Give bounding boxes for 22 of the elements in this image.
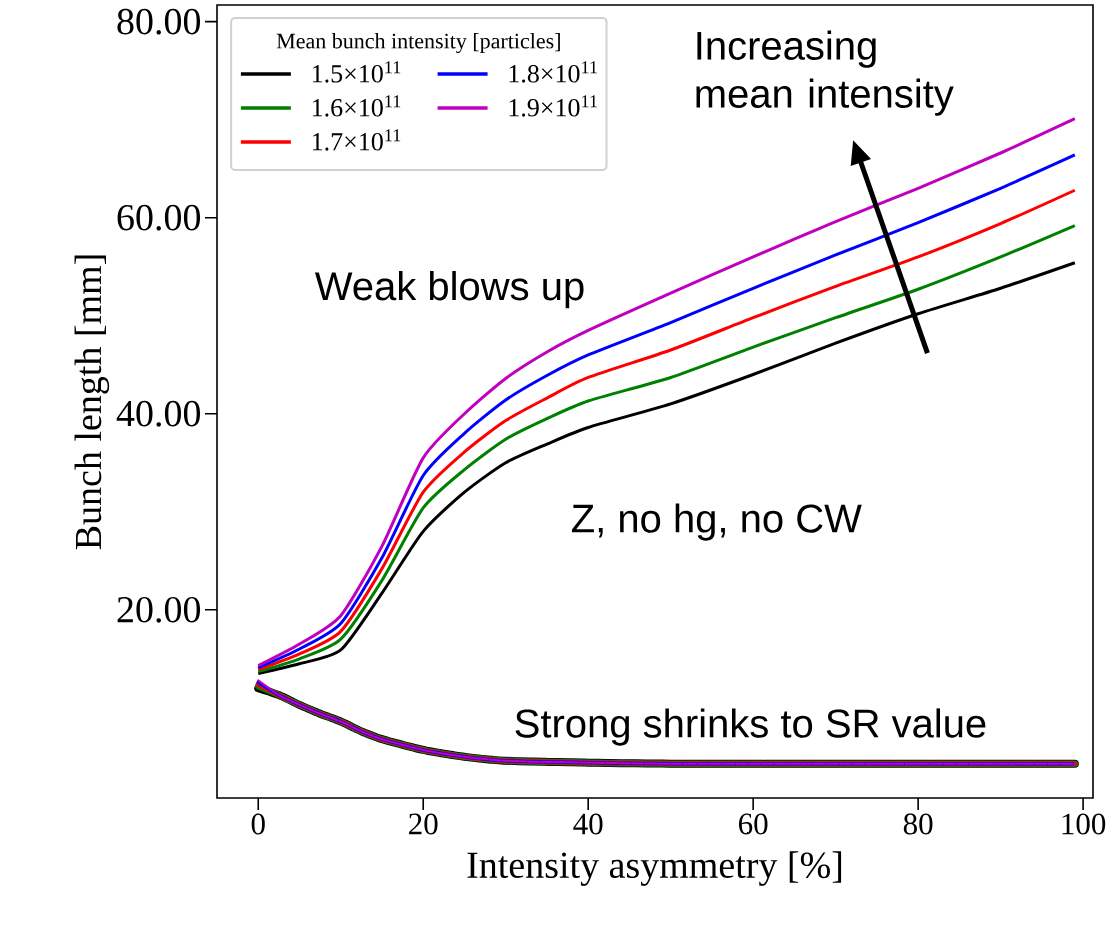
legend-label: 1.6×10$^{11}$ — [312, 95, 401, 117]
x-tick-label: 20 — [409, 813, 438, 835]
annotation: Z, no hg, no CW — [571, 503, 862, 541]
x-tick-label: 100 — [1062, 813, 1106, 835]
y-tick-label: 20.00 — [117, 596, 201, 623]
legend-label: 1.7×10$^{11}$ — [312, 129, 401, 151]
y-axis-title: Bunch length [mm] — [74, 255, 110, 550]
x-tick-label: 60 — [738, 813, 768, 835]
x-tick-label: 40 — [573, 813, 603, 835]
legend-label: 1.8×10$^{11}$ — [509, 61, 597, 83]
y-tick-label: 40.00 — [116, 400, 201, 427]
x-tick-label: 0 — [251, 813, 265, 835]
y-tick-label: 80.00 — [117, 8, 201, 35]
legend-label: 1.5×10$^{11}$ — [312, 61, 401, 83]
annotation: Increasing mean intensity — [696, 30, 954, 116]
legend-label: 1.9×10$^{11}$ — [509, 95, 597, 117]
legend-title: Mean bunch intensity [particles] — [276, 33, 560, 54]
annotation: Weak blows up — [314, 271, 584, 309]
x-axis-title: Intensity asymmetry [%] — [467, 851, 842, 886]
y-tick-label: 60.00 — [117, 204, 201, 231]
annotation: Strong shrinks to SR value — [515, 708, 986, 746]
x-tick-label: 80 — [903, 813, 933, 835]
